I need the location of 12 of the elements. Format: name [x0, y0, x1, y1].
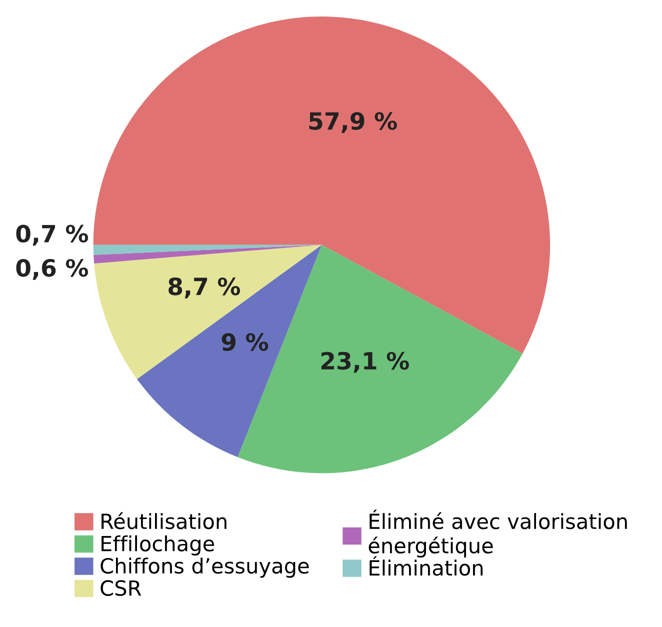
legend-label: Réutilisation	[102, 512, 226, 530]
legend-label: CSR	[100, 580, 142, 596]
data-label: 57,9 %	[309, 112, 397, 133]
data-label: 23,1 %	[321, 352, 409, 373]
legend-label: Effilochage	[102, 535, 214, 556]
legend-label: Éliminé avec valorisation énergétique	[368, 510, 627, 558]
legend-label: Chiffons d’essuyage	[100, 558, 309, 578]
data-label: 0,6 %	[16, 258, 88, 280]
data-label: 0,7 %	[16, 224, 88, 246]
legend-label: Élimination	[370, 556, 483, 576]
data-label: 8,7 %	[168, 277, 240, 298]
data-label: 9 %	[222, 333, 268, 351]
